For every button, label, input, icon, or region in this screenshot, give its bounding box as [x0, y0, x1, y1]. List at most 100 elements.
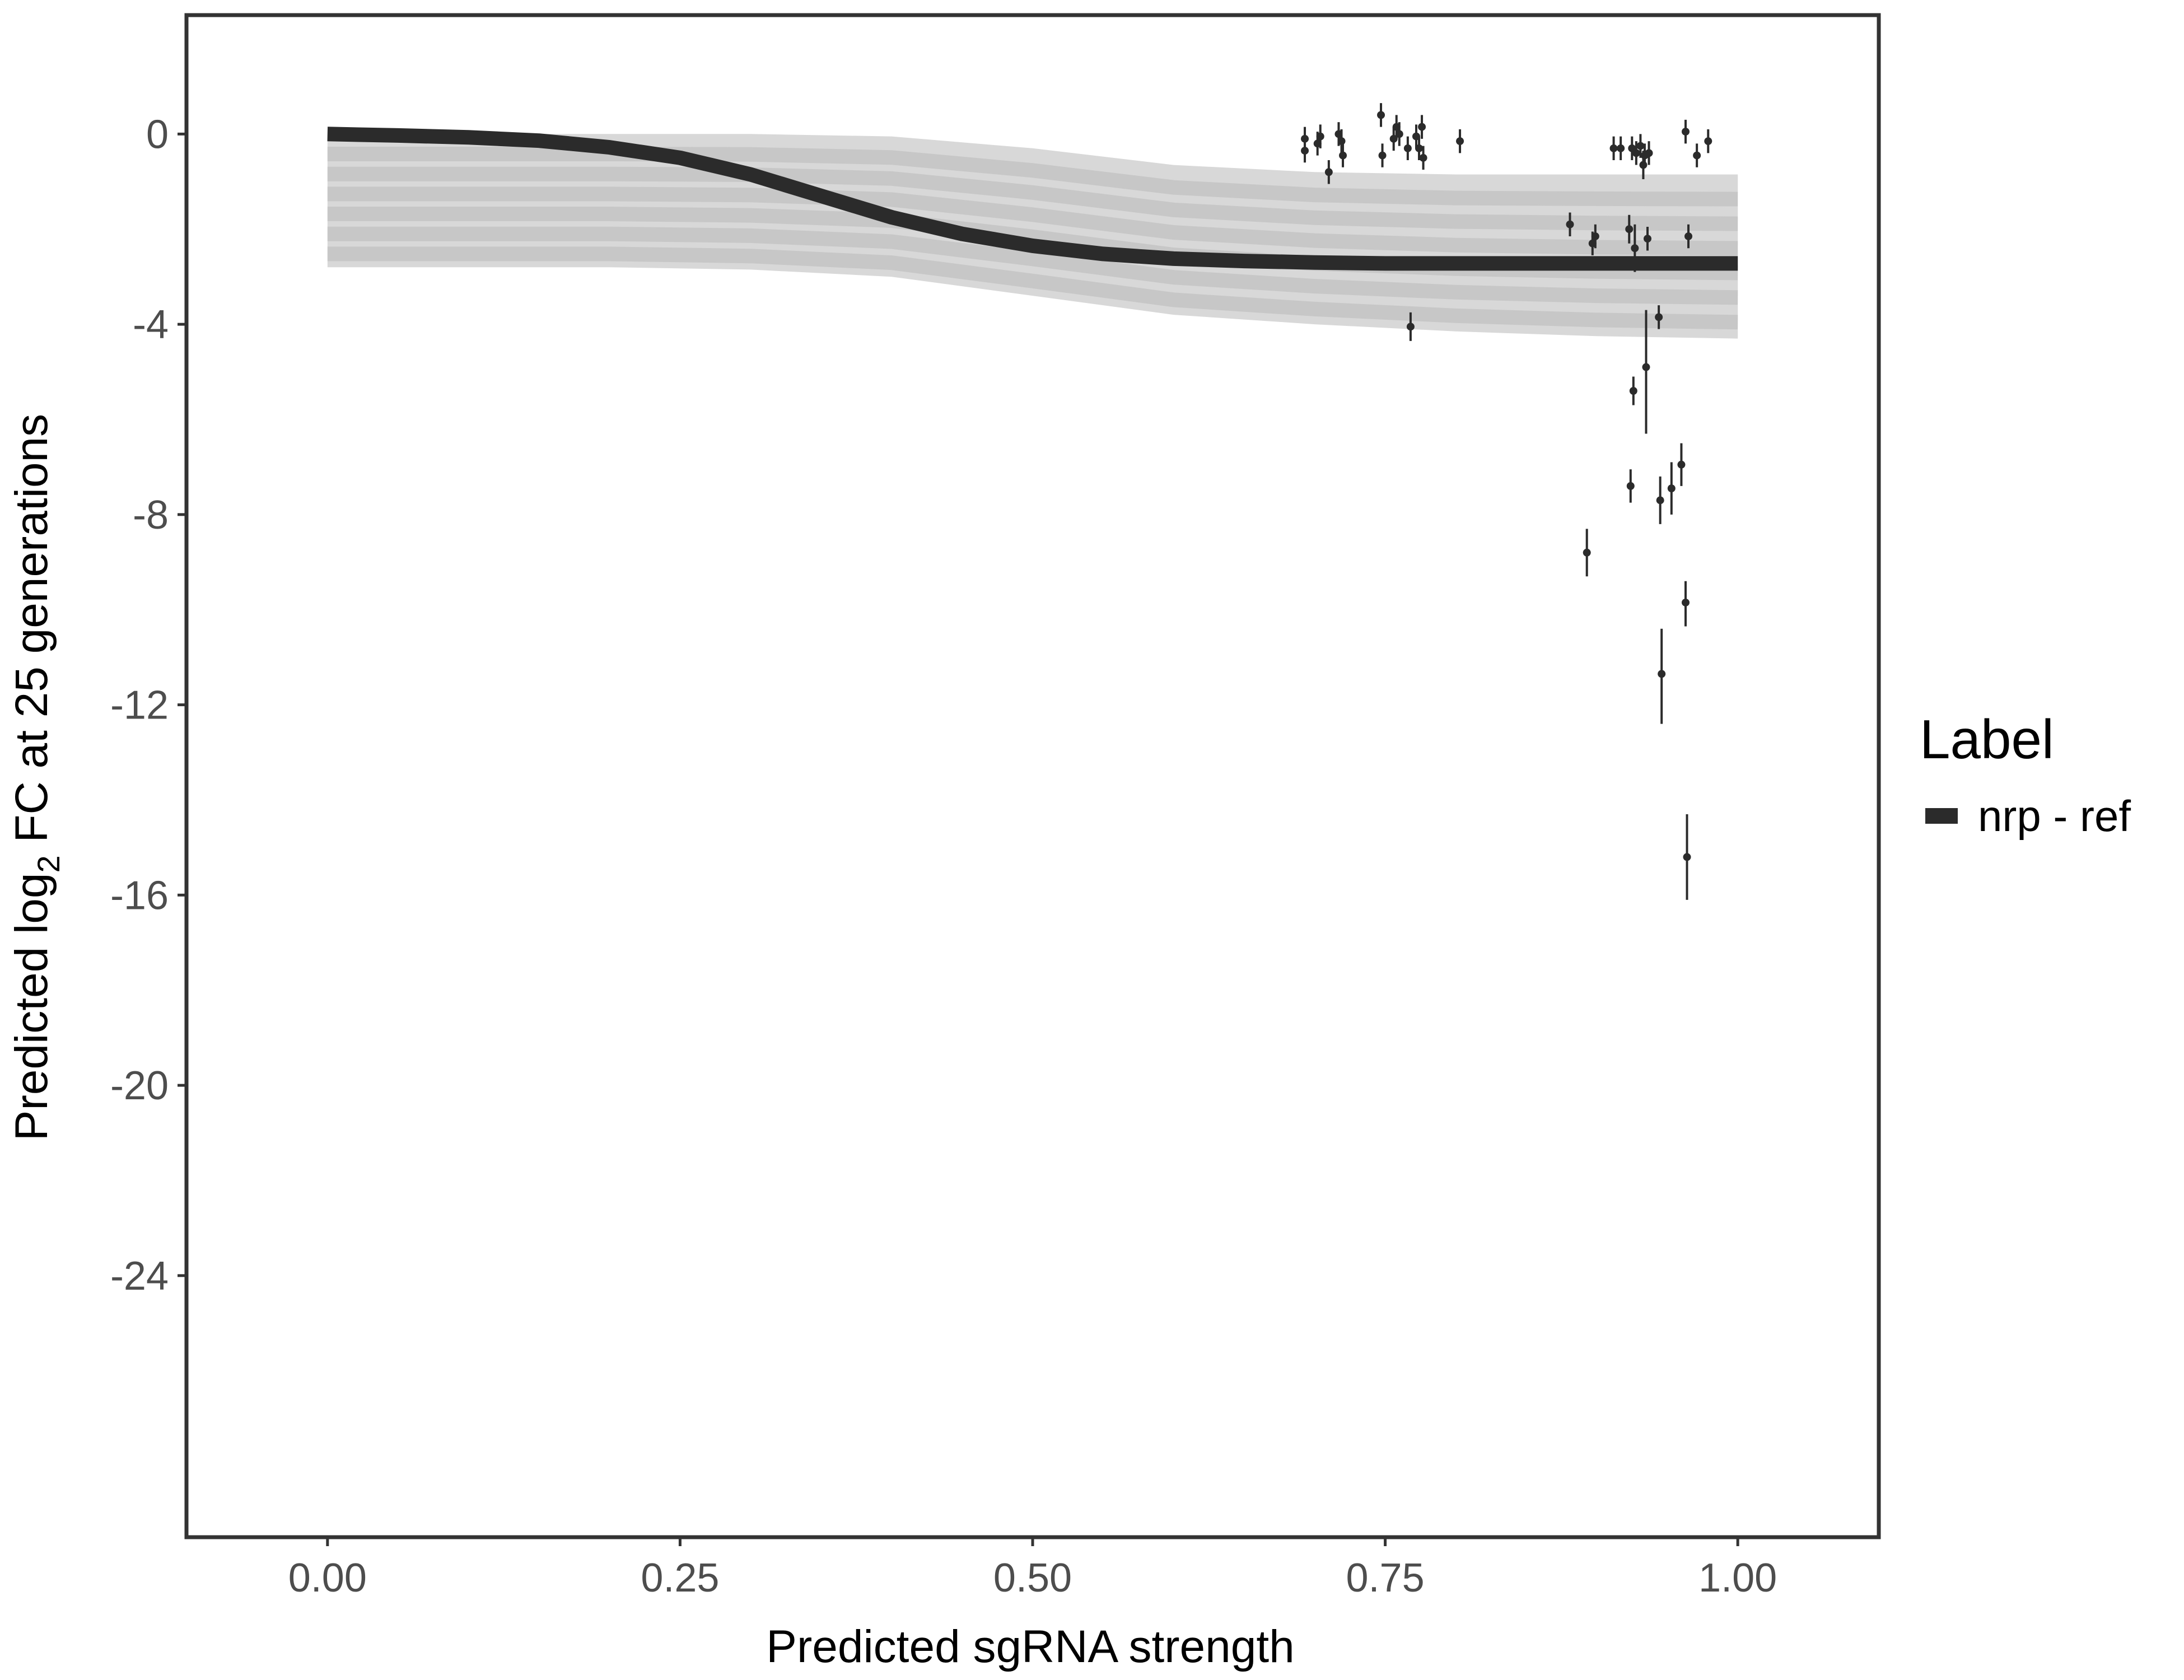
y-tick-label: -4 [133, 302, 169, 347]
data-point-7 [1339, 143, 1347, 167]
point-marker [1617, 144, 1625, 152]
x-axis-title: Predicted sgRNA strength [766, 1621, 1294, 1672]
x-axis: 0.00 0.25 0.50 0.75 1.00 [288, 1537, 1777, 1600]
data-point-6 [1337, 129, 1346, 153]
legend-title: Label [1920, 708, 2054, 770]
data-point-48 [1704, 129, 1712, 153]
point-marker [1406, 323, 1415, 331]
point-marker [1683, 853, 1691, 861]
y-tick-label: 0 [146, 112, 169, 157]
data-point-20 [1566, 212, 1574, 236]
y-axis-title-subscript: 2 [31, 855, 66, 872]
point-marker [1693, 151, 1701, 160]
data-point-3 [1316, 124, 1324, 148]
point-marker [1377, 111, 1385, 119]
point-marker [1418, 123, 1426, 131]
data-point-23 [1591, 224, 1599, 249]
point-marker [1339, 151, 1347, 160]
point-marker [1642, 363, 1650, 371]
data-point-47 [1693, 143, 1701, 167]
data-point-38 [1655, 305, 1663, 329]
data-point-46 [1684, 224, 1693, 249]
data-point-30 [1631, 224, 1639, 272]
posterior-draw-line-5 [327, 246, 1738, 330]
data-point-27 [1626, 469, 1635, 503]
point-marker [1583, 548, 1591, 557]
data-point-35 [1642, 310, 1650, 434]
point-marker [1609, 144, 1618, 152]
y-tick-label: -20 [110, 1063, 169, 1108]
point-marker [1658, 670, 1666, 678]
point-marker [1639, 161, 1648, 169]
x-tick-label: 0.75 [1346, 1556, 1425, 1600]
y-tick-label: -12 [110, 683, 169, 728]
x-tick-label: 1.00 [1698, 1556, 1777, 1600]
data-point-12 [1395, 122, 1403, 146]
y-tick-label: -24 [110, 1254, 169, 1299]
posterior-draw-line-0 [327, 147, 1738, 207]
point-marker [1636, 142, 1645, 150]
data-point-17 [1418, 115, 1426, 139]
data-point-32 [1636, 134, 1645, 158]
data-point-8 [1377, 103, 1385, 127]
legend: Label nrp - ref [1920, 708, 2131, 841]
point-marker [1316, 132, 1324, 141]
data-point-36 [1643, 226, 1651, 251]
point-marker [1566, 220, 1574, 228]
data-point-1 [1301, 138, 1309, 163]
legend-label-nrp-ref: nrp - ref [1978, 791, 2131, 841]
data-point-29 [1629, 376, 1637, 405]
data-point-26 [1625, 214, 1634, 244]
point-marker [1656, 496, 1664, 505]
posterior-draw-line-4 [327, 226, 1738, 305]
data-point-25 [1617, 136, 1625, 161]
legend-key-nrp-ref [1925, 808, 1958, 824]
x-tick-label: 0.50 [993, 1556, 1072, 1600]
data-point-19 [1456, 129, 1464, 153]
y-axis-title-suffix: FC at 25 generations [6, 414, 57, 856]
data-point-41 [1667, 462, 1676, 515]
point-marker [1324, 168, 1333, 176]
point-marker [1403, 144, 1412, 152]
point-marker [1415, 144, 1424, 152]
point-marker [1681, 128, 1690, 136]
point-marker [1378, 151, 1387, 160]
point-marker [1684, 232, 1693, 240]
x-tick-label: 0.25 [641, 1556, 719, 1600]
data-point-24 [1609, 136, 1618, 161]
data-point-13 [1403, 136, 1412, 161]
posterior-draw-line-1 [327, 166, 1738, 231]
fit-curve-nrp-ref [327, 127, 1738, 271]
data-point-39 [1656, 476, 1664, 524]
fit-curve-layer [327, 127, 1738, 271]
data-point-40 [1658, 628, 1666, 724]
data-point-21 [1583, 529, 1591, 577]
data-points [1301, 103, 1712, 900]
data-point-42 [1677, 443, 1686, 486]
point-marker [1629, 387, 1637, 395]
y-axis-title-prefix: Predicted log [6, 873, 57, 1141]
y-axis-title: Predicted log2 FC at 25 generations [6, 414, 66, 1141]
point-marker [1626, 482, 1635, 490]
data-point-43 [1681, 581, 1690, 627]
data-point-16 [1415, 136, 1424, 161]
data-point-18 [1419, 146, 1427, 170]
y-tick-label: -16 [110, 873, 169, 918]
data-point-45 [1683, 814, 1691, 900]
point-marker [1301, 147, 1309, 155]
point-marker [1337, 137, 1346, 146]
x-tick-label: 0.00 [288, 1556, 367, 1600]
y-axis: 0 -4 -8 -12 -16 -20 -24 [110, 112, 186, 1299]
point-marker [1591, 232, 1599, 240]
point-marker [1395, 130, 1403, 138]
posterior-draw-line-2 [327, 186, 1738, 256]
posterior-draws-band [327, 134, 1738, 339]
data-point-14 [1406, 312, 1415, 341]
point-marker [1625, 225, 1634, 234]
point-marker [1643, 235, 1651, 243]
data-point-31 [1632, 141, 1640, 165]
data-point-9 [1378, 143, 1387, 167]
point-marker [1655, 313, 1663, 321]
